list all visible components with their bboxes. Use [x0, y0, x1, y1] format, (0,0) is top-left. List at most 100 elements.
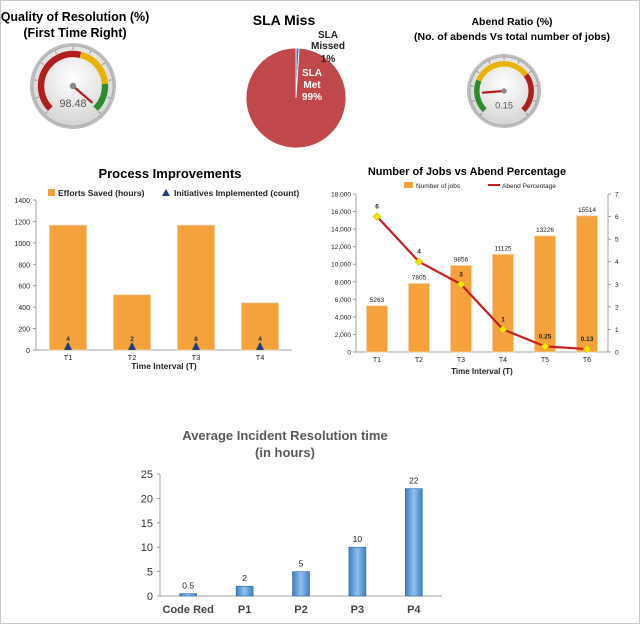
jobs-abend-label-3: 1	[501, 316, 505, 323]
jobs-abend-marker-2	[456, 279, 466, 289]
jobs-y2-tick-label-2: 2	[615, 304, 619, 311]
quality-gauge-title: Quality of Resolution (%) (First Time Ri…	[0, 9, 150, 41]
sla-missed-name-1: SLA	[318, 30, 338, 41]
process-chart-title: Process Improvements	[98, 166, 242, 181]
process-x-tick-label-0: T1	[64, 353, 73, 362]
jobs-y-tick-label-7: 14,000	[331, 227, 351, 234]
jobs-y-tick-label-5: 10,000	[331, 262, 351, 269]
abend-gauge-band-1	[476, 61, 529, 82]
quality-gauge-band-1	[79, 51, 109, 85]
jobs-bar-label-2: 9856	[454, 256, 469, 263]
abend-gauge-tick-10	[525, 112, 529, 116]
abend-gauge-title-line1: Abend Ratio (%)	[471, 16, 553, 28]
incident-bar-label-1: 2	[242, 573, 247, 583]
jobs-y-tick-label-2: 4,000	[335, 314, 352, 321]
jobs-x-tick-label-0: T1	[373, 357, 381, 364]
process-y-tick-label-3: 600	[18, 284, 30, 291]
jobs-y-tick-label-3: 6,000	[335, 297, 352, 304]
sla-missed-name-2: Missed	[311, 41, 345, 52]
jobs-x-tick-label-1: T2	[415, 357, 423, 364]
jobs-abend-label-2: 3	[459, 271, 463, 278]
abend-gauge-svg: 0.15	[467, 54, 541, 128]
process-y-tick-label-0: 0	[26, 348, 30, 355]
jobs-legend-bar-swatch	[404, 182, 413, 188]
jobs-y2-tick-label-0: 0	[615, 350, 619, 357]
quality-gauge: 98.48	[18, 42, 128, 130]
jobs-abend-marker-0	[372, 212, 382, 221]
process-marker-3	[256, 342, 264, 350]
jobs-bar-label-4: 13226	[536, 227, 554, 234]
abend-gauge-needle	[481, 89, 506, 94]
incident-x-tick-label-2: P2	[294, 604, 307, 616]
sla-pie: SLA Missed 1% SLA Met 99%	[236, 28, 370, 158]
abend-gauge-hub	[501, 88, 507, 94]
jobs-y2-tick-label-5: 5	[615, 237, 619, 244]
abend-gauge: 0.15	[459, 52, 549, 130]
incident-bar-2	[292, 571, 310, 597]
process-bar-2	[177, 224, 215, 351]
quality-gauge-band-2	[93, 83, 109, 111]
jobs-y-tick-label-6: 12,000	[331, 244, 351, 251]
jobs-bar-2	[450, 265, 472, 353]
quality-gauge-title-line1: Quality of Resolution (%)	[0, 10, 150, 24]
quality-gauge-value: 98.48	[59, 98, 86, 110]
jobs-abend-marker-4	[540, 342, 550, 351]
incident-y-tick-label-5: 25	[141, 469, 153, 481]
incident-bar-0	[179, 593, 198, 597]
process-marker-label-1: 2	[130, 336, 134, 343]
jobs-y-tick-label-0: 0	[347, 350, 351, 357]
quality-gauge-tick-3	[41, 62, 44, 66]
jobs-abend-marker-5	[582, 344, 592, 354]
incident-bar-4	[404, 488, 423, 597]
quality-gauge-svg: 98.48	[30, 43, 116, 129]
sla-met-name-2: Met	[303, 80, 321, 91]
incident-bar-label-0: 0.5	[182, 581, 194, 591]
abend-gauge-subtitle: (No. of abends Vs total number of jobs)	[413, 31, 610, 43]
jobs-x-tick-label-4: T5	[541, 357, 549, 364]
incident-chart-title-line1: Average Incident Resolution time	[182, 428, 388, 443]
incident-x-tick-label-4: P4	[407, 604, 421, 616]
sla-met-name-1: SLA	[302, 68, 322, 79]
quality-gauge-tick-9	[107, 96, 111, 99]
sla-pie-title: SLA Miss	[252, 12, 316, 28]
jobs-bar-label-1: 7805	[412, 274, 427, 281]
jobs-y-tick-label-1: 2,000	[335, 332, 352, 339]
process-chart-svg: Efforts Saved (hours) Initiatives Impleme…	[14, 188, 299, 371]
abend-gauge-value: 0.15	[495, 101, 513, 111]
jobs-legend-line-label: Abend Percentage	[502, 183, 556, 190]
incident-chart: 0 5 10 15 20 25 0.5 Code Red 2 P1 5 P2 10 P3 22 P4	[120, 462, 450, 622]
jobs-legend-bar-label: Number of jobs	[416, 183, 461, 190]
abend-gauge-tick-9	[533, 100, 537, 102]
process-marker-label-3: 4	[258, 336, 262, 343]
process-legend-bar-label: Efforts Saved (hours)	[58, 188, 145, 198]
jobs-chart: Number of jobs Abend Percentage 0 2,000 4,00…	[322, 178, 632, 378]
process-bar-0	[49, 224, 87, 351]
jobs-x-tick-label-5: T6	[583, 357, 591, 364]
abend-gauge-band-0	[474, 79, 487, 113]
process-marker-2	[192, 342, 200, 350]
jobs-y2-tick-label-4: 4	[615, 259, 619, 266]
jobs-abend-label-4: 0.25	[539, 333, 552, 340]
incident-bar-3	[348, 546, 367, 597]
process-y-tick-label-5: 1000	[14, 241, 30, 248]
jobs-y2-tick-label-6: 6	[615, 214, 619, 221]
process-legend-marker-label: Initiatives Implemented (count)	[174, 188, 299, 198]
process-marker-0	[64, 342, 72, 350]
process-y-tick-label-4: 800	[18, 262, 30, 269]
quality-gauge-hub	[69, 82, 77, 90]
jobs-bar-label-5: 15514	[578, 207, 596, 214]
sla-pie-slice-1	[245, 47, 347, 149]
process-y-tick-label-1: 200	[18, 327, 30, 334]
jobs-x-tick-label-2: T3	[457, 357, 465, 364]
process-y-tick-label-6: 1200	[14, 219, 30, 226]
abend-gauge-tick-3	[476, 70, 480, 74]
abend-gauge-tick-0	[479, 112, 483, 116]
incident-x-tick-label-1: P1	[238, 604, 251, 616]
jobs-bar-4	[534, 235, 556, 353]
jobs-bar-label-3: 11125	[494, 245, 511, 252]
process-y-tick-label-7: 1400	[14, 198, 30, 205]
incident-x-tick-label-0: Code Red	[163, 604, 214, 616]
sla-met-value: 99%	[302, 92, 322, 103]
jobs-abend-label-0: 6	[375, 204, 379, 211]
process-legend-marker-swatch	[162, 189, 170, 196]
